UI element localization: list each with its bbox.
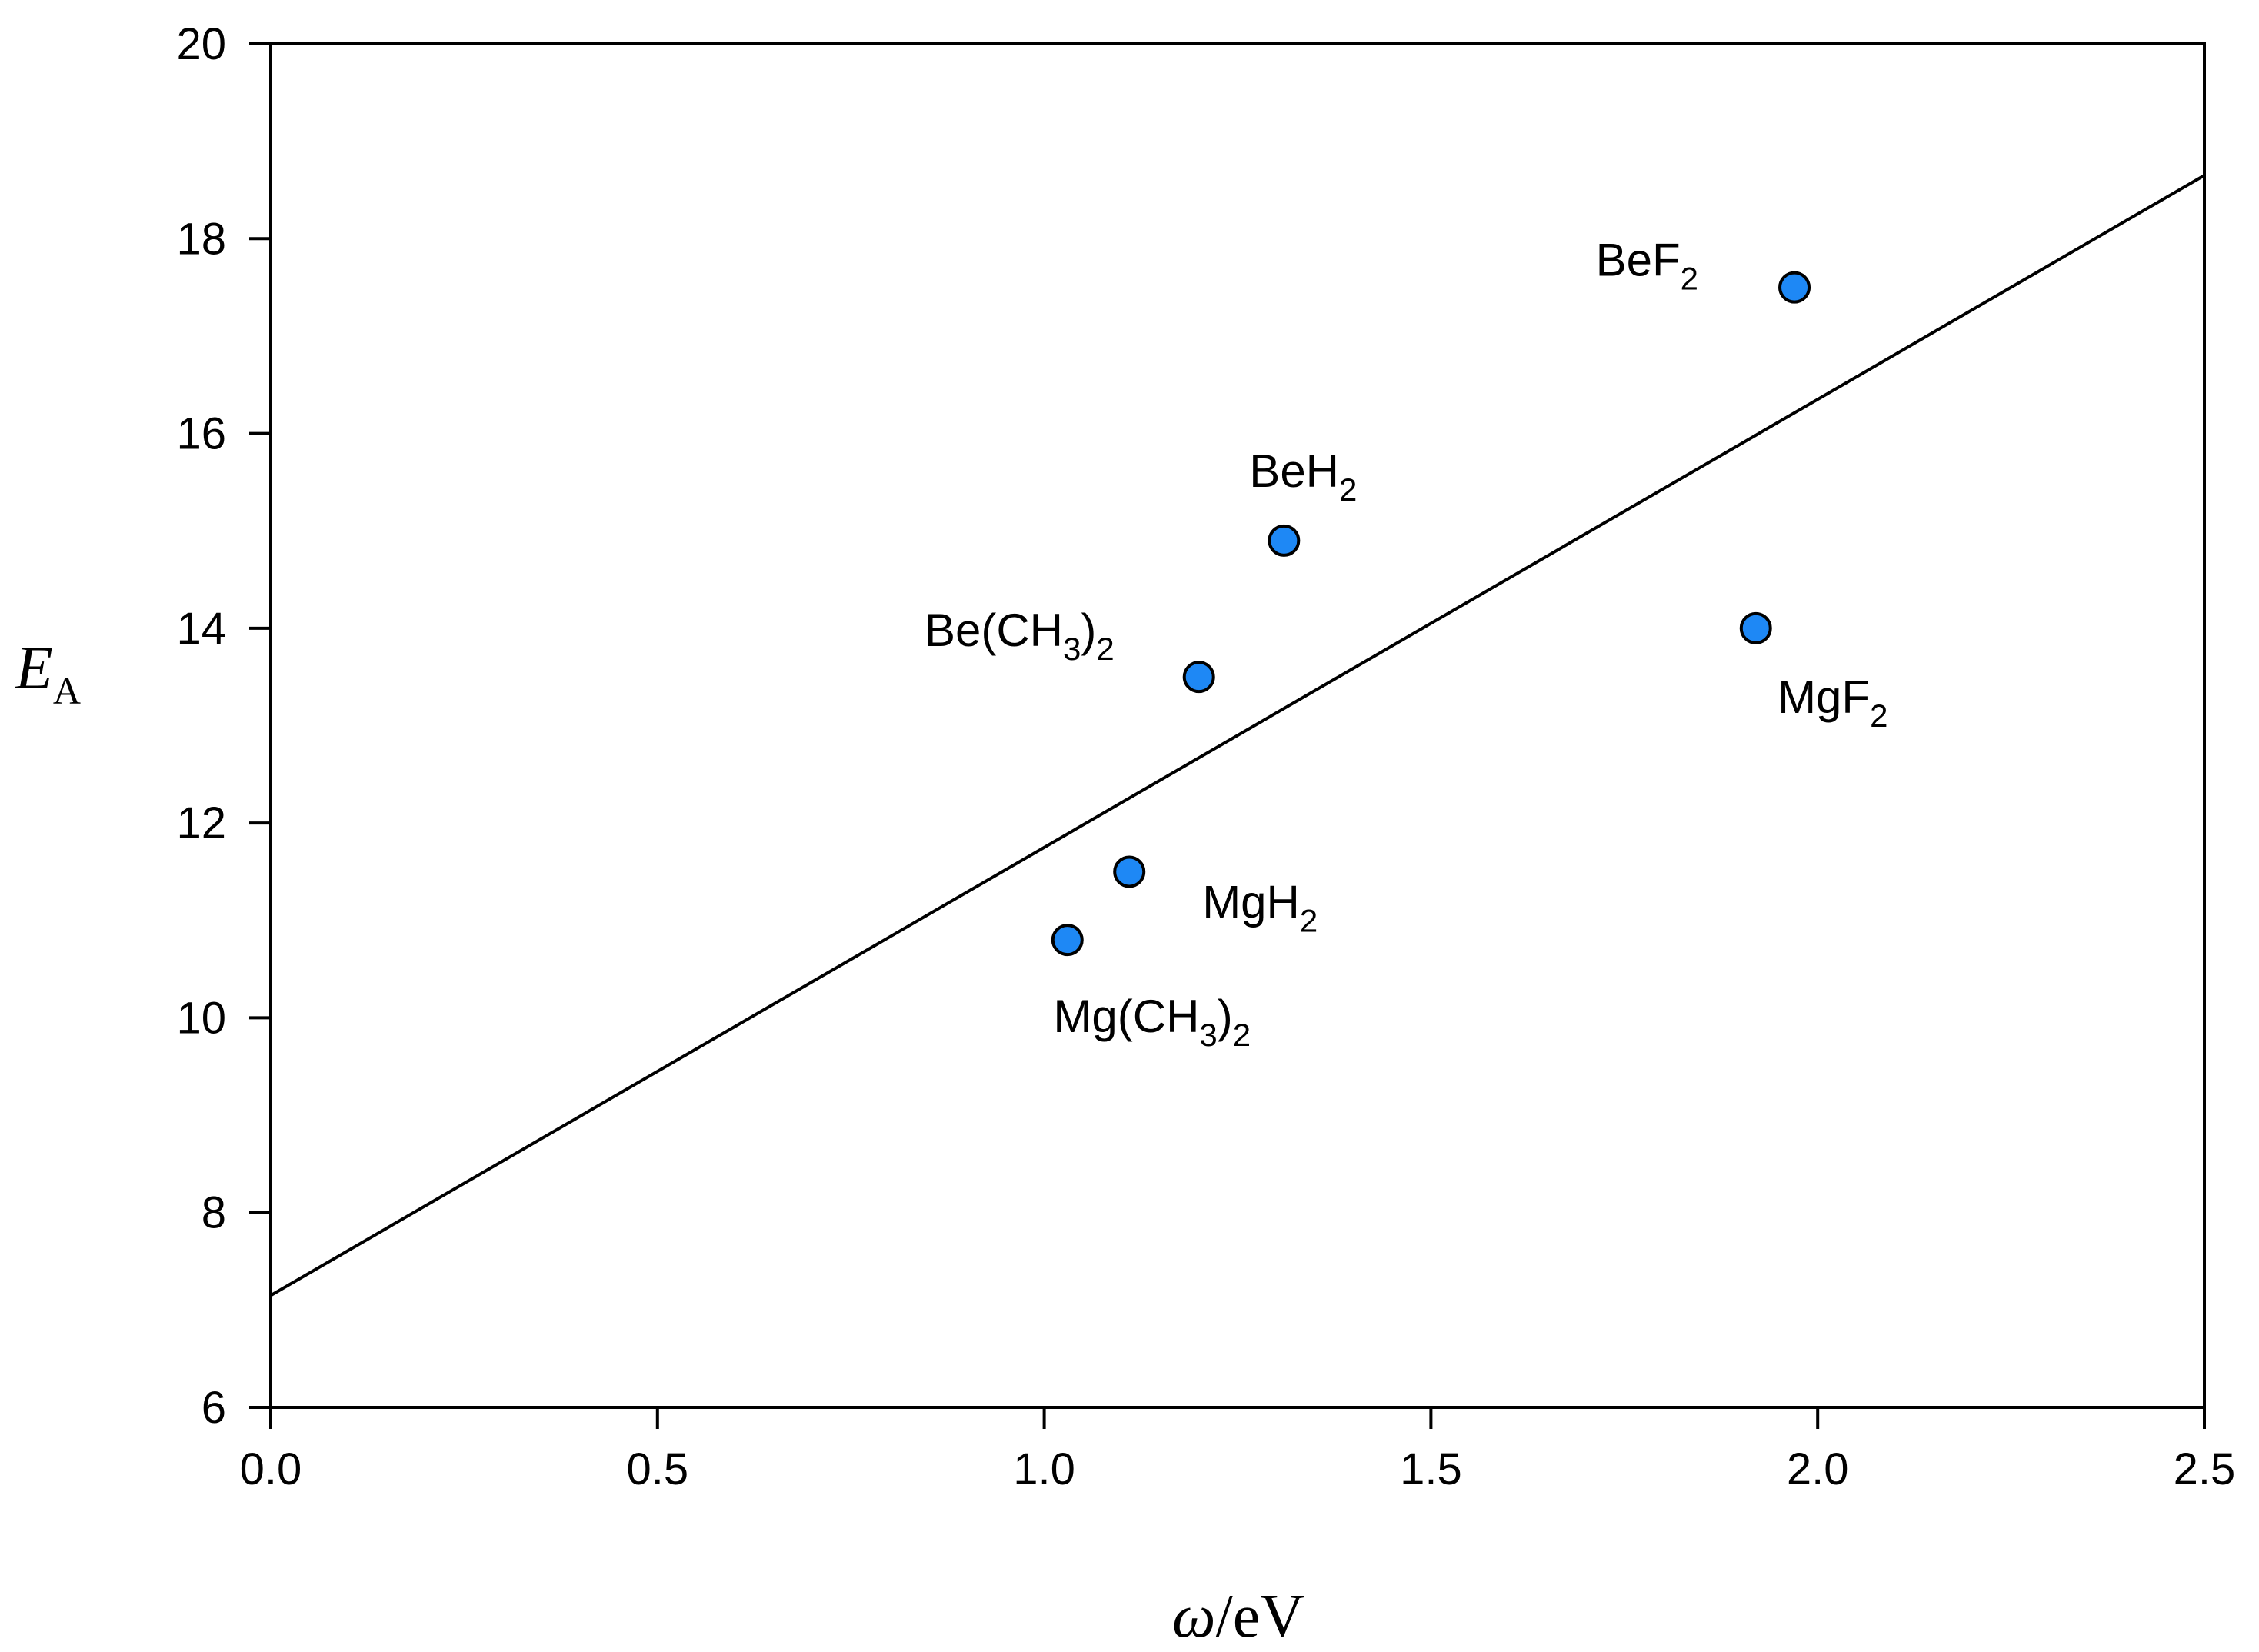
data-point	[1268, 524, 1301, 557]
fit-line	[269, 174, 2206, 1297]
data-points	[1051, 271, 1811, 957]
x-tick-label: 2.5	[2174, 1444, 2236, 1494]
y-tick-label: 10	[176, 993, 226, 1043]
y-tick-label: 14	[176, 604, 226, 654]
point-label: MgF2	[1778, 671, 1887, 734]
y-axis-title: EA	[15, 634, 81, 712]
point-label: BeH2	[1249, 445, 1357, 508]
y-tick-label: 20	[176, 19, 226, 69]
y-tick-label: 16	[176, 409, 226, 459]
data-point	[1113, 855, 1146, 888]
point-label: MgH2	[1202, 876, 1318, 938]
point-label: Be(CH3)2	[925, 605, 1115, 667]
plot-frame	[269, 42, 2206, 1409]
x-tick-label: 2.0	[1787, 1444, 1849, 1494]
y-tick-label: 18	[176, 214, 226, 264]
point-label: Mg(CH3)2	[1053, 991, 1251, 1053]
point-labels: BeF2 BeH2 Be(CH3)2 MgF2 MgH2 Mg(CH3)2	[925, 235, 1887, 1054]
x-axis-title: ω/eV	[1172, 1583, 1304, 1650]
x-tick-label: 0.5	[626, 1444, 688, 1494]
point-label: BeF2	[1596, 235, 1698, 297]
plot-border	[269, 42, 2206, 1409]
data-point	[1051, 924, 1084, 957]
data-point	[1182, 661, 1215, 694]
y-tick-label: 12	[176, 798, 226, 848]
data-point	[1739, 611, 1772, 644]
y-tick-label: 6	[202, 1383, 226, 1433]
x-tick-label: 1.5	[1400, 1444, 1462, 1494]
y-axis: 6 8 10 12 14 16 18 20	[176, 19, 271, 1433]
x-tick-label: 0.0	[240, 1444, 302, 1494]
fit-line-group	[269, 174, 2206, 1297]
x-tick-label: 1.0	[1013, 1444, 1075, 1494]
y-tick-label: 8	[202, 1188, 226, 1238]
data-point	[1778, 271, 1811, 304]
x-axis: 0.0 0.5 1.0 1.5 2.0 2.5	[240, 1407, 2236, 1494]
